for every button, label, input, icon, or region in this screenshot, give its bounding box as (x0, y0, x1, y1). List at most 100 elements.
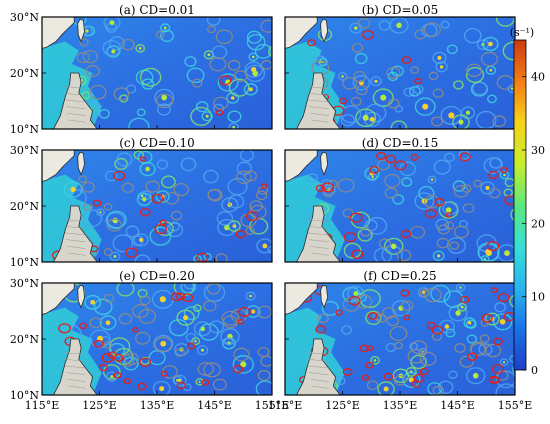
eddy-contour-red (93, 339, 104, 348)
province-line (306, 225, 329, 229)
eddy-core (353, 291, 359, 296)
eddy-contour-red (366, 345, 374, 352)
eddy-contour-red (431, 325, 444, 335)
eddy-core (138, 47, 142, 50)
eddy-core (145, 166, 150, 172)
eddy-contour (436, 237, 450, 249)
eddy-core (232, 224, 237, 228)
eddy-ring (355, 108, 377, 128)
eddy-core (460, 305, 464, 309)
eddy-core (176, 378, 179, 382)
panel-title: (d) CD=0.15 (362, 136, 438, 150)
eddy-contour-red (376, 151, 386, 160)
province-line (309, 372, 329, 376)
eddy-core (354, 26, 358, 30)
province-line (66, 239, 86, 243)
eddy-contour-red (481, 313, 493, 323)
eddy-contour (257, 186, 268, 195)
eddy-core (198, 380, 201, 383)
panel-title: (b) CD=0.05 (362, 3, 438, 17)
eddy-contour-red (58, 323, 72, 334)
eddy-ring (372, 88, 394, 107)
eddy-contour (212, 378, 227, 391)
eddy-contour-red (365, 361, 374, 369)
eddy-core (445, 207, 452, 213)
eddy-contour (461, 184, 472, 193)
eddy-contour (423, 22, 441, 37)
eddy-ring (318, 57, 328, 67)
eddy-ring (81, 209, 103, 228)
eddy-core (396, 22, 402, 29)
eddy-core (430, 178, 434, 181)
province-line (310, 379, 329, 382)
eddy-core (362, 114, 369, 121)
eddy-contour (381, 307, 396, 319)
eddy-contour (82, 50, 99, 64)
land-taiwan (77, 151, 85, 176)
eddy-ring (226, 92, 240, 104)
eddy-core (141, 194, 144, 198)
eddy-contour-red (411, 380, 421, 388)
eddy-contour (394, 341, 403, 350)
eddy-ring (186, 67, 205, 84)
lat-tick-label: 30°N (10, 11, 39, 24)
eddy-ring (246, 33, 266, 51)
colorbar-bar (513, 39, 527, 371)
eddy-ring (472, 81, 488, 96)
eddy-ring (364, 103, 387, 123)
eddy-ring (203, 252, 212, 261)
eddy-contour (384, 187, 398, 199)
eddy-contour (389, 326, 408, 342)
eddy-ring (414, 97, 436, 116)
eddy-ring (243, 83, 258, 96)
eddy-ring (184, 56, 197, 67)
eddy-ring (232, 355, 254, 374)
eddy-ring (399, 161, 416, 177)
eddy-contour (78, 175, 88, 183)
eddy-ring (152, 380, 171, 395)
eddy-ring (403, 87, 415, 97)
eddy-ring (494, 302, 507, 313)
eddy-contour-red (351, 249, 364, 260)
land-taiwan (320, 284, 329, 309)
eddy-ring (509, 294, 515, 309)
eddy-core (90, 299, 96, 305)
eddy-contour (103, 341, 113, 349)
eddy-core (502, 361, 506, 364)
eddy-core (472, 372, 479, 379)
eddy-ring (248, 52, 259, 62)
eddy-ring (313, 55, 327, 68)
eddy-contour (410, 225, 426, 239)
eddy-contour (103, 248, 113, 256)
eddy-ring (180, 157, 197, 172)
map-field (42, 150, 272, 262)
eddy-ring (390, 120, 408, 129)
map-field (285, 283, 515, 395)
province-line (66, 372, 86, 376)
eddy-ring (392, 368, 410, 384)
eddy-contour (203, 300, 217, 312)
map-field (42, 17, 272, 129)
eddy-contour-red (175, 292, 186, 301)
eddy-core (200, 348, 205, 352)
eddy-ring (255, 380, 272, 395)
eddy-ring (435, 218, 450, 231)
eddy-contour (488, 188, 501, 199)
eddy-core (230, 96, 235, 100)
eddy-contour (410, 340, 428, 355)
eddy-ring (217, 73, 239, 92)
eddy-ring (440, 20, 450, 29)
eddy-ring (103, 17, 121, 31)
eddy-contour-red (154, 224, 167, 235)
map-panel: (d) CD=0.15 (284, 136, 516, 263)
eddy-ring (139, 161, 156, 177)
province-line (305, 219, 329, 222)
lon-tick-label: 115°E (25, 399, 60, 412)
eddy-ring (444, 152, 455, 163)
eddy-contour (121, 38, 135, 51)
eddy-core (448, 112, 455, 119)
eddy-ring (432, 250, 445, 262)
map-field (285, 17, 515, 129)
province-line (309, 106, 329, 110)
eddy-ring (465, 367, 486, 385)
